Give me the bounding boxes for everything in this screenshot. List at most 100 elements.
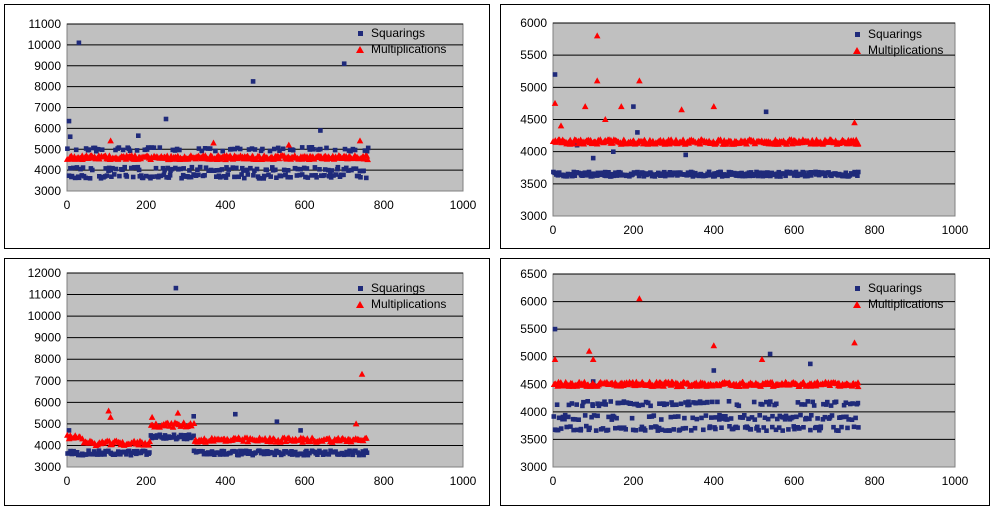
squarings-point-49 [142,448,148,454]
squarings-point-164 [748,427,754,432]
squarings-point-186 [357,451,363,456]
squarings-point-256 [635,130,640,135]
squarings-point-128 [705,399,710,405]
squarings-point-192 [783,173,788,179]
squarings-point-208 [802,402,808,407]
y-tick-label: 4000 [34,438,61,452]
squarings-point-185 [285,174,290,180]
squarings-point-118 [693,400,698,406]
squarings-point-82 [162,167,167,173]
multiplications-series [550,295,862,390]
squarings-point-179 [766,402,772,407]
multiplications-point-91 [660,382,667,389]
squarings-point-260 [683,152,688,158]
squarings-point-221 [327,172,333,177]
squarings-point-159 [315,452,320,457]
squarings-point-136 [226,167,231,172]
squarings-point-0 [65,146,70,151]
squarings-point-162 [257,176,262,181]
squarings-point-66 [630,427,636,433]
squarings-point-9 [562,416,567,422]
squarings-point-20 [575,427,580,433]
squarings-point-39 [126,448,132,454]
squarings-point-12 [566,414,571,420]
squarings-point-158 [742,413,747,418]
multiplications-point-67 [169,423,177,430]
squarings-point-94 [177,147,182,153]
scatter-plot-top-right: 3000 3500 4000 4500 5000 5500 6000 0 200 400 600 80… [520,16,969,237]
squarings-point-8 [74,165,80,170]
multiplications-point-254 [551,99,559,106]
squarings-point-52 [614,415,619,421]
squarings-point-28 [98,176,104,181]
squarings-point-215 [810,399,815,405]
squarings-point-164 [260,146,265,152]
squarings-point-103 [675,173,680,178]
squarings-point-171 [268,174,273,179]
squarings-point-188 [778,174,783,179]
squarings-point-232 [341,172,346,178]
squarings-point-13 [566,402,572,408]
squarings-point-154 [248,165,253,171]
multiplications-point-191 [105,407,112,414]
squarings-point-150 [732,170,737,176]
x-tick-label: 1000 [942,223,969,237]
y-tick-label: 5000 [34,142,61,156]
multiplications-point-254 [551,356,559,362]
squarings-point-59 [135,164,141,170]
squarings-point-180 [349,449,354,455]
squarings-point-216 [322,173,327,178]
squarings-point-186 [285,168,291,173]
squarings-point-50 [124,174,130,179]
square-marker-icon [353,30,367,36]
squarings-point-228 [335,164,341,170]
squarings-point-0 [551,414,557,419]
squarings-point-195 [297,172,302,178]
squarings-point-200 [791,173,797,178]
multiplications-series [63,137,371,163]
squarings-point-135 [713,415,719,420]
squarings-point-109 [236,452,241,458]
squarings-point-78 [645,400,651,406]
squarings-point-119 [694,416,700,422]
squarings-point-239 [839,424,844,430]
squarings-point-184 [283,172,288,178]
squarings-point-174 [272,146,277,152]
squarings-point-172 [270,165,275,170]
squarings-point-53 [127,148,133,153]
legend-item-squarings: Squarings [850,280,943,296]
y-tick-label: 5500 [520,48,547,62]
squarings-point-48 [122,164,127,170]
multiplications-series [549,32,862,147]
squarings-point-125 [214,174,219,179]
squarings-point-43 [602,169,608,175]
squarings-point-145 [726,399,732,404]
legend: Squarings Multiplications [850,26,943,58]
squarings-point-10 [80,452,86,458]
squarings-point-166 [326,452,332,457]
legend-item-multiplications: Multiplications [850,296,943,312]
squarings-point-3 [69,451,75,457]
squarings-point-104 [188,174,194,180]
squarings-point-134 [713,426,718,432]
squarings-point-196 [298,428,303,433]
squarings-point-177 [275,145,281,151]
squarings-point-60 [623,427,628,432]
x-tick-label: 0 [64,474,71,488]
squarings-point-12 [83,452,89,457]
squarings-point-26 [106,448,111,454]
y-tick-label: 3000 [34,460,61,474]
y-tick-label: 3000 [520,209,547,223]
squarings-point-245 [846,417,851,422]
squarings-point-206 [799,402,804,407]
squarings-point-211 [805,399,811,404]
squarings-point-177 [344,449,349,455]
squarings-point-195 [786,427,791,432]
squarings-point-132 [272,452,277,458]
squarings-point-14 [568,424,573,429]
squarings-point-176 [764,399,769,405]
squarings-point-147 [728,416,734,421]
y-tick-label: 10000 [28,38,62,52]
squarings-point-80 [648,403,653,409]
squarings-point-161 [745,425,751,431]
